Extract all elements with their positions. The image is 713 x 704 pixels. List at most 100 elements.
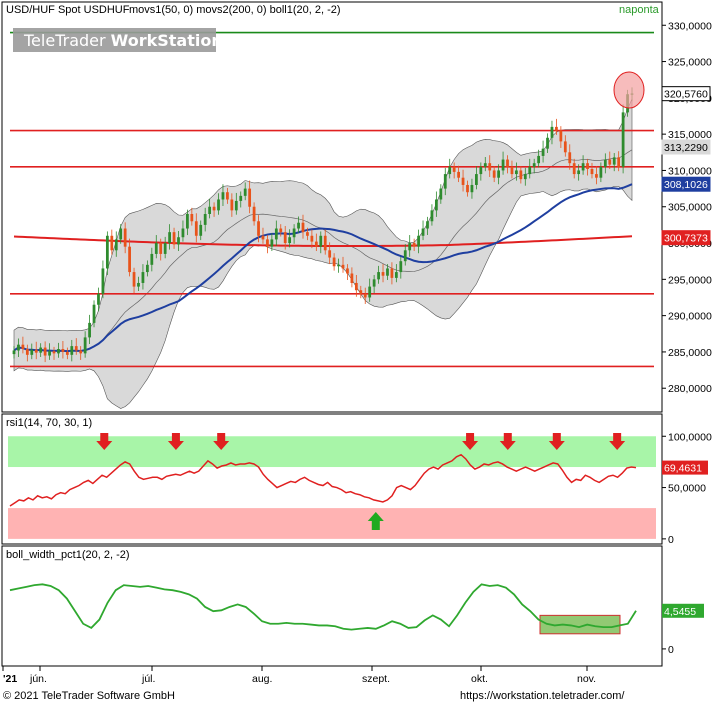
candle-body[interactable] bbox=[581, 163, 585, 171]
candle-body[interactable] bbox=[297, 222, 300, 229]
candle-body[interactable] bbox=[92, 304, 96, 323]
candle-body[interactable] bbox=[88, 322, 91, 338]
candle-body[interactable] bbox=[399, 261, 403, 273]
candle-body[interactable] bbox=[341, 264, 345, 269]
candle-body[interactable] bbox=[190, 214, 194, 222]
candle-body[interactable] bbox=[559, 130, 563, 142]
candle-body[interactable] bbox=[110, 235, 114, 251]
candle-body[interactable] bbox=[368, 286, 372, 298]
candle-body[interactable] bbox=[390, 268, 394, 278]
candle-body[interactable] bbox=[323, 235, 327, 251]
candle-body[interactable] bbox=[274, 228, 278, 240]
candle-body[interactable] bbox=[363, 293, 367, 298]
candle-body[interactable] bbox=[497, 170, 501, 178]
candle-body[interactable] bbox=[319, 235, 323, 247]
candle-body[interactable] bbox=[577, 170, 581, 175]
candle-body[interactable] bbox=[555, 126, 558, 131]
candle-body[interactable] bbox=[515, 170, 518, 175]
candle-body[interactable] bbox=[510, 166, 514, 175]
candle-body[interactable] bbox=[377, 272, 380, 280]
candle-body[interactable] bbox=[617, 157, 621, 167]
candle-body[interactable] bbox=[452, 166, 456, 172]
candle-body[interactable] bbox=[12, 350, 16, 355]
candle-body[interactable] bbox=[359, 290, 363, 294]
candle-body[interactable] bbox=[501, 159, 505, 171]
candle-body[interactable] bbox=[39, 347, 43, 353]
candle-body[interactable] bbox=[408, 243, 412, 251]
candle-body[interactable] bbox=[439, 188, 443, 200]
candle-body[interactable] bbox=[270, 239, 274, 247]
candle-body[interactable] bbox=[128, 246, 131, 273]
candle-body[interactable] bbox=[301, 222, 305, 233]
candle-body[interactable] bbox=[119, 228, 123, 240]
candle-body[interactable] bbox=[426, 221, 429, 229]
candle-body[interactable] bbox=[479, 166, 483, 175]
candle-body[interactable] bbox=[310, 235, 314, 242]
candle-body[interactable] bbox=[226, 192, 229, 200]
footer-url[interactable]: https://workstation.teletrader.com/ bbox=[460, 690, 625, 702]
candle-body[interactable] bbox=[546, 137, 549, 149]
candle-body[interactable] bbox=[150, 253, 154, 265]
candle-body[interactable] bbox=[586, 163, 589, 169]
candle-body[interactable] bbox=[603, 159, 607, 167]
candle-body[interactable] bbox=[492, 170, 496, 178]
candle-body[interactable] bbox=[532, 163, 536, 167]
candle-body[interactable] bbox=[590, 168, 594, 175]
candle-body[interactable] bbox=[248, 188, 252, 207]
candle-body[interactable] bbox=[466, 184, 469, 193]
candle-body[interactable] bbox=[292, 228, 296, 238]
candle-body[interactable] bbox=[506, 159, 509, 167]
candle-body[interactable] bbox=[537, 155, 541, 164]
candle-body[interactable] bbox=[17, 344, 20, 351]
candle-body[interactable] bbox=[434, 199, 438, 211]
candle-body[interactable] bbox=[105, 235, 109, 269]
candle-body[interactable] bbox=[79, 350, 83, 354]
candle-body[interactable] bbox=[30, 349, 34, 355]
candle-body[interactable] bbox=[221, 192, 225, 200]
candle-body[interactable] bbox=[154, 243, 158, 254]
candle-body[interactable] bbox=[43, 347, 47, 356]
candle-body[interactable] bbox=[199, 224, 203, 236]
candle-body[interactable] bbox=[541, 148, 545, 156]
candle-body[interactable] bbox=[381, 272, 385, 276]
candle-body[interactable] bbox=[21, 344, 25, 350]
candle-body[interactable] bbox=[203, 214, 207, 225]
candle-body[interactable] bbox=[599, 166, 603, 178]
candle-body[interactable] bbox=[483, 163, 487, 167]
candle-body[interactable] bbox=[328, 250, 332, 258]
candle-body[interactable] bbox=[608, 159, 612, 165]
candle-body[interactable] bbox=[261, 235, 265, 240]
candle-body[interactable] bbox=[457, 171, 460, 178]
candle-body[interactable] bbox=[61, 349, 65, 352]
candle-body[interactable] bbox=[48, 351, 51, 356]
candle-body[interactable] bbox=[595, 174, 598, 178]
candle-body[interactable] bbox=[208, 206, 212, 214]
candle-body[interactable] bbox=[177, 237, 180, 245]
candle-body[interactable] bbox=[346, 268, 349, 274]
candle-body[interactable] bbox=[550, 126, 554, 138]
candle-body[interactable] bbox=[137, 282, 140, 287]
candle-body[interactable] bbox=[239, 195, 243, 201]
candle-body[interactable] bbox=[314, 241, 318, 247]
candle-body[interactable] bbox=[252, 206, 256, 222]
candle-body[interactable] bbox=[350, 273, 354, 283]
candle-body[interactable] bbox=[306, 232, 309, 236]
candle-body[interactable] bbox=[70, 346, 74, 355]
candle-body[interactable] bbox=[141, 272, 145, 283]
candle-body[interactable] bbox=[132, 272, 136, 287]
candle-body[interactable] bbox=[186, 214, 189, 229]
candle-body[interactable] bbox=[386, 268, 389, 276]
candle-body[interactable] bbox=[212, 206, 216, 211]
candle-body[interactable] bbox=[114, 239, 118, 251]
candle-body[interactable] bbox=[257, 221, 260, 236]
candle-body[interactable] bbox=[332, 257, 336, 267]
candle-body[interactable] bbox=[168, 232, 171, 244]
candle-body[interactable] bbox=[34, 349, 38, 353]
candle-body[interactable] bbox=[430, 210, 434, 222]
candle-body[interactable] bbox=[181, 228, 185, 238]
candle-body[interactable] bbox=[65, 351, 69, 355]
candle-body[interactable] bbox=[194, 221, 198, 236]
candle-body[interactable] bbox=[443, 174, 447, 189]
candle-body[interactable] bbox=[145, 264, 149, 273]
candle-body[interactable] bbox=[97, 293, 100, 305]
